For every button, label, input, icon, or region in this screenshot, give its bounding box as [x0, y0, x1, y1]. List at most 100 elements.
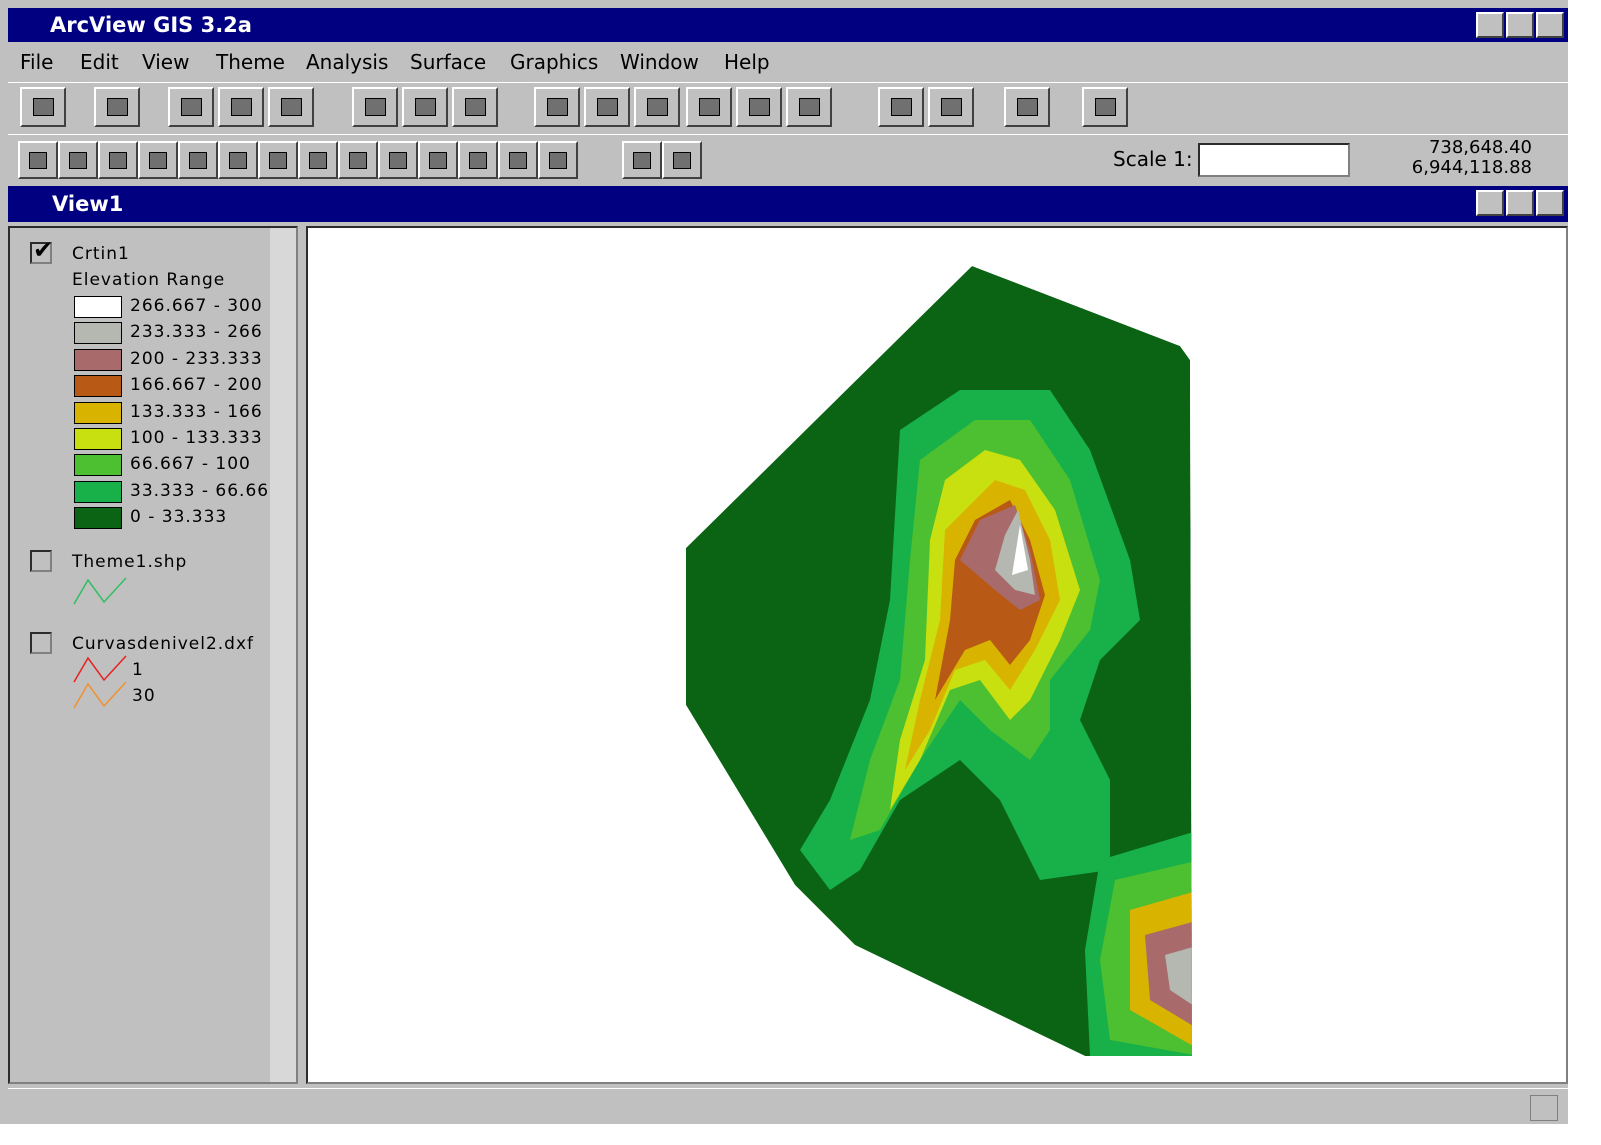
toolbar-button[interactable]	[20, 87, 66, 127]
tool-icon	[269, 151, 287, 169]
theme-name: Theme1.shp	[72, 551, 188, 572]
theme-checkbox[interactable]: ✔	[30, 236, 53, 264]
button-icon	[106, 98, 128, 116]
class-label: 133.333 - 166	[130, 401, 263, 422]
toolbar-button[interactable]	[268, 87, 314, 127]
table-of-contents: ✔ Crtin1 Elevation Range 266.667 - 300 233.3…	[8, 226, 298, 1084]
scale-label: Scale 1:	[1113, 147, 1193, 171]
tool-button[interactable]	[622, 141, 662, 179]
class-label: 1	[132, 659, 144, 680]
tool-icon	[549, 151, 567, 169]
button-icon	[364, 98, 386, 116]
tool-button[interactable]	[178, 141, 218, 179]
legend-swatch	[74, 375, 122, 398]
toolbar-button[interactable]	[736, 87, 782, 127]
window-control[interactable]	[1506, 190, 1534, 216]
button-icon	[280, 98, 302, 116]
theme-checkbox[interactable]	[30, 631, 52, 654]
tool-icon	[509, 151, 527, 169]
tool-icon	[189, 151, 207, 169]
toolbar-button[interactable]	[878, 87, 924, 127]
tool-icon	[633, 151, 651, 169]
toolbar-button[interactable]	[634, 87, 680, 127]
menu-item[interactable]: Theme	[216, 50, 285, 74]
class-label: 100 - 133.333	[130, 428, 263, 448]
line-path	[73, 577, 127, 604]
line-path	[73, 655, 127, 682]
window-control[interactable]	[1476, 190, 1504, 216]
legend-subtitle: Elevation Range	[72, 270, 226, 290]
tool-button[interactable]	[378, 141, 418, 179]
window-control[interactable]	[1536, 12, 1564, 38]
theme-checkbox[interactable]	[30, 549, 52, 572]
toolbar-button[interactable]	[686, 87, 732, 127]
button-icon	[180, 98, 202, 116]
toolbar-button[interactable]	[452, 87, 498, 127]
menu-item[interactable]: Analysis	[306, 50, 389, 74]
menu-item[interactable]: Graphics	[510, 50, 599, 74]
class-label: 233.333 - 266	[130, 322, 263, 343]
tool-button[interactable]	[98, 141, 138, 179]
tool-icon	[469, 151, 487, 169]
menu-item[interactable]: Surface	[410, 50, 487, 74]
scrollbar[interactable]	[270, 228, 296, 1082]
tool-button[interactable]	[258, 141, 298, 179]
legend-swatch	[74, 480, 122, 503]
view-title: View1	[52, 192, 124, 216]
window-control[interactable]	[1506, 12, 1534, 38]
tool-button[interactable]	[538, 141, 578, 179]
menu-item[interactable]: File	[20, 50, 54, 74]
tool-icon	[673, 151, 691, 169]
menu-item[interactable]: Edit	[80, 50, 119, 74]
toolbar-button[interactable]	[402, 87, 448, 127]
button-icon	[798, 98, 820, 116]
class-label: 200 - 233.333	[130, 348, 263, 369]
status-bar	[8, 1088, 1568, 1123]
theme-name: Crtin1	[72, 244, 130, 264]
button-icon	[940, 98, 962, 116]
window-control[interactable]	[1476, 12, 1504, 38]
tool-button[interactable]	[418, 141, 458, 179]
tool-icon	[109, 151, 127, 169]
toolbar-button[interactable]	[94, 87, 140, 127]
toolbar-button[interactable]	[534, 87, 580, 127]
menu-item[interactable]: Help	[724, 50, 770, 74]
tool-button[interactable]	[298, 141, 338, 179]
tool-icon	[309, 151, 327, 169]
toolbar-button[interactable]	[1004, 87, 1050, 127]
toolbar-button[interactable]	[1082, 87, 1128, 127]
tool-button[interactable]	[662, 141, 702, 179]
window-control[interactable]	[1536, 190, 1564, 216]
resize-grip[interactable]	[1530, 1095, 1558, 1121]
line-symbol	[73, 655, 127, 682]
button-icon	[748, 98, 770, 116]
scale-input[interactable]	[1198, 143, 1350, 177]
tool-icon	[349, 151, 367, 169]
tool-button[interactable]	[458, 141, 498, 179]
menu-item[interactable]: Window	[620, 50, 699, 74]
map	[686, 266, 1192, 1056]
checkmark: ✔	[33, 236, 54, 264]
toolbar-button[interactable]	[928, 87, 974, 127]
view-title-bar: View1	[8, 186, 1568, 222]
toolbar-button[interactable]	[168, 87, 214, 127]
button-icon	[1016, 98, 1038, 116]
tool-button[interactable]	[218, 141, 258, 179]
tool-button[interactable]	[18, 141, 58, 179]
tool-button[interactable]	[338, 141, 378, 179]
button-icon	[546, 98, 568, 116]
tool-button[interactable]	[58, 141, 98, 179]
tool-icon	[389, 151, 407, 169]
toolbar-button[interactable]	[584, 87, 630, 127]
tool-button[interactable]	[138, 141, 178, 179]
legend-swatch	[74, 507, 122, 530]
legend-swatch	[74, 348, 122, 371]
toolbar-button[interactable]	[218, 87, 264, 127]
menu-bar: File Edit View Theme Analysis Surface Graphics…	[8, 44, 1568, 80]
toolbar-button[interactable]	[786, 87, 832, 127]
menu-item[interactable]: View	[142, 50, 190, 74]
tool-button[interactable]	[498, 141, 538, 179]
map-area[interactable]	[306, 226, 1568, 1084]
toolbar-button[interactable]	[352, 87, 398, 127]
title-bar: ArcView GIS 3.2a	[8, 8, 1568, 42]
